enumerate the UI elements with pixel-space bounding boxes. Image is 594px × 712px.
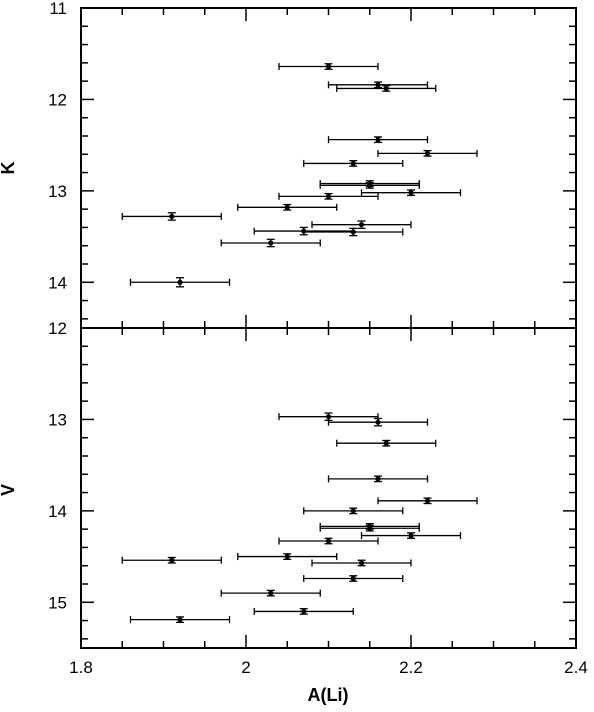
v-data-point bbox=[360, 532, 462, 540]
k-data-point bbox=[237, 203, 338, 211]
k-data-point bbox=[336, 84, 437, 92]
k-data-point bbox=[121, 212, 222, 221]
v-data-point bbox=[303, 507, 404, 515]
point-marker bbox=[284, 204, 290, 210]
v-data-point bbox=[303, 575, 404, 583]
v-data-point bbox=[237, 553, 338, 561]
v-data-point bbox=[311, 559, 412, 567]
point-marker bbox=[367, 182, 373, 188]
point-marker bbox=[375, 82, 381, 88]
point-marker bbox=[424, 150, 431, 156]
v-data-point bbox=[278, 412, 379, 421]
point-marker bbox=[169, 213, 175, 220]
k-data-point bbox=[278, 192, 379, 200]
point-marker bbox=[358, 222, 365, 228]
k-panel-ticks bbox=[80, 7, 577, 328]
point-marker bbox=[284, 553, 290, 560]
point-marker bbox=[375, 137, 381, 143]
k-data-point bbox=[303, 159, 404, 167]
v-data-point bbox=[278, 537, 379, 545]
k-data-point bbox=[360, 189, 462, 197]
point-marker bbox=[383, 440, 389, 446]
k-panel-frame bbox=[80, 7, 577, 329]
point-marker bbox=[358, 560, 365, 566]
point-marker bbox=[268, 590, 274, 596]
point-marker bbox=[268, 240, 274, 246]
point-marker bbox=[177, 279, 183, 285]
v-data-point bbox=[336, 439, 437, 447]
point-marker bbox=[375, 419, 381, 425]
v-axis-label: V bbox=[0, 484, 18, 496]
k-data-point bbox=[327, 81, 429, 89]
point-marker bbox=[325, 193, 332, 199]
k-panel-data-points bbox=[121, 63, 478, 288]
point-marker bbox=[325, 538, 332, 544]
point-marker bbox=[408, 190, 414, 196]
point-marker bbox=[169, 557, 175, 563]
v-panel-data-points bbox=[121, 412, 478, 624]
k-data-point bbox=[220, 238, 321, 248]
point-marker bbox=[325, 414, 332, 420]
x-tick-label: 1.8 bbox=[69, 658, 93, 677]
k-data-point bbox=[278, 63, 379, 71]
x-tick-label: 2.4 bbox=[564, 658, 588, 677]
k-y-tick-label: 12 bbox=[48, 90, 67, 109]
v-panel: 12 13 14 15 1.8 2 2.2 2.4 V A(Li) bbox=[0, 319, 588, 705]
k-y-tick-label: 13 bbox=[48, 182, 67, 201]
k-y-tick-label: 14 bbox=[48, 273, 67, 292]
k-data-point bbox=[319, 181, 420, 189]
v-panel-frame bbox=[80, 327, 577, 649]
point-marker bbox=[301, 608, 307, 615]
v-data-point bbox=[327, 475, 429, 483]
point-marker bbox=[408, 532, 414, 539]
v-data-point bbox=[121, 556, 222, 564]
point-marker bbox=[350, 508, 356, 514]
point-marker bbox=[375, 476, 381, 482]
point-marker bbox=[325, 63, 332, 70]
point-marker bbox=[383, 85, 389, 92]
point-marker bbox=[367, 525, 373, 531]
k-panel: 11 12 13 14 K bbox=[0, 0, 577, 329]
k-panel-tick-labels: 11 12 13 14 bbox=[48, 0, 67, 292]
point-marker bbox=[350, 229, 356, 235]
point-marker bbox=[350, 575, 356, 582]
point-marker bbox=[350, 160, 356, 167]
k-data-point bbox=[327, 136, 429, 144]
v-y-tick-label: 12 bbox=[48, 319, 67, 338]
v-y-tick-label: 14 bbox=[48, 502, 67, 521]
k-axis-label: K bbox=[0, 162, 18, 175]
v-data-point bbox=[129, 616, 231, 624]
v-data-point bbox=[377, 497, 478, 505]
k-data-point bbox=[311, 220, 412, 229]
x-tick-label: 2.2 bbox=[399, 658, 423, 677]
k-data-point bbox=[129, 277, 231, 288]
v-y-tick-label: 15 bbox=[48, 593, 67, 612]
k-data-point bbox=[303, 227, 404, 237]
x-axis-label: A(Li) bbox=[308, 685, 349, 705]
k-data-point bbox=[377, 149, 478, 157]
x-tick-label: 2 bbox=[241, 658, 250, 677]
v-panel-ticks bbox=[80, 327, 577, 648]
point-marker bbox=[177, 617, 183, 623]
v-panel-tick-labels: 12 13 14 15 1.8 2 2.2 2.4 bbox=[48, 319, 588, 677]
v-y-tick-label: 13 bbox=[48, 410, 67, 429]
point-marker bbox=[424, 498, 431, 504]
v-data-point bbox=[220, 589, 321, 597]
k-y-tick-label: 11 bbox=[49, 0, 67, 18]
v-data-point bbox=[327, 417, 429, 427]
v-data-point bbox=[253, 607, 354, 615]
v-data-point bbox=[319, 524, 420, 532]
